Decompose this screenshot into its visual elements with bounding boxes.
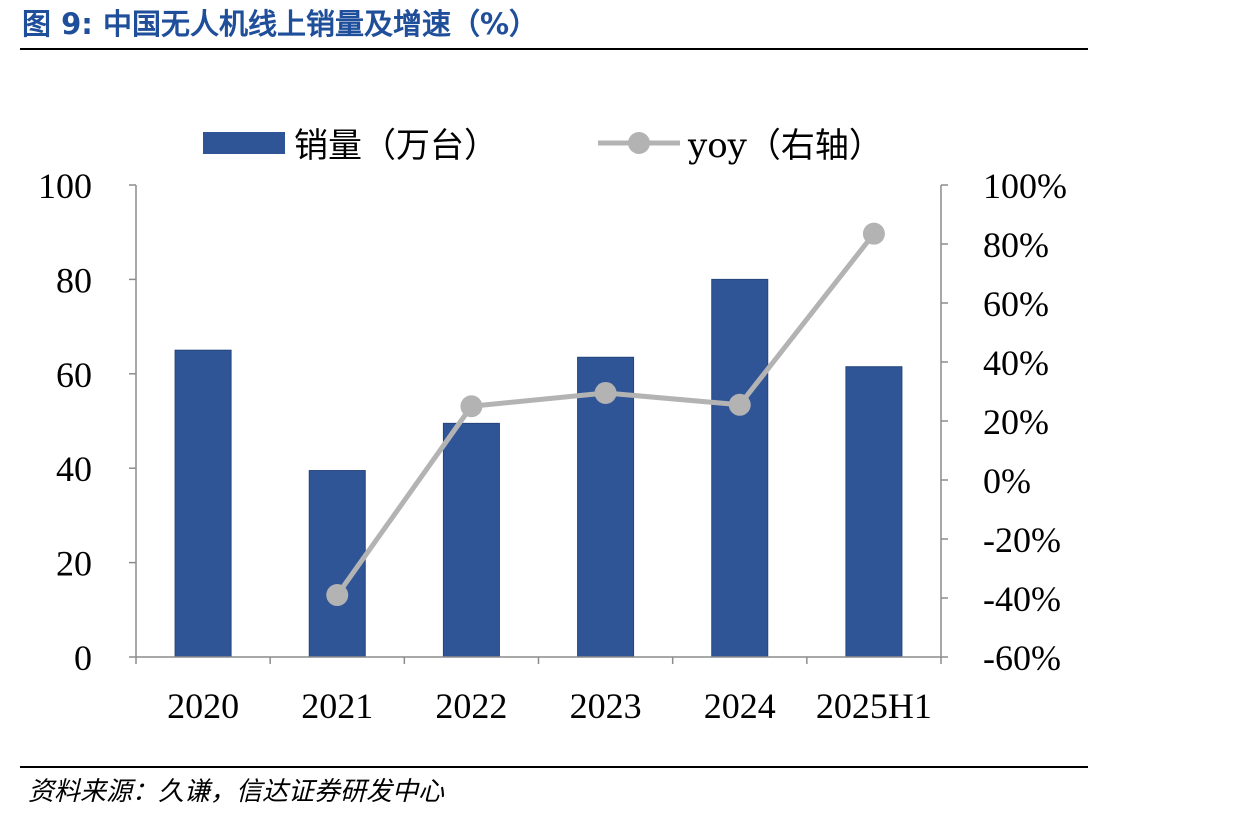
bar-2024 bbox=[711, 278, 769, 658]
bar-2021 bbox=[308, 470, 366, 658]
left-tick-label: 20 bbox=[56, 544, 92, 584]
x-tick-label: 2021 bbox=[301, 686, 373, 726]
bar-2023 bbox=[577, 356, 635, 658]
left-tick-label: 0 bbox=[74, 638, 92, 678]
legend: 销量（万台） yoy（右轴） bbox=[203, 126, 883, 166]
right-tick-label: -20% bbox=[983, 520, 1061, 560]
x-tick-label: 2024 bbox=[704, 686, 776, 726]
figure-title: 图 9: 中国无人机线上销量及增速（%） bbox=[22, 7, 539, 41]
axes: 0 20 40 60 80 100 -60% -40% -20% 0% 20% 40% 60% 80% 10… bbox=[38, 166, 1067, 726]
right-tick-label: 80% bbox=[983, 225, 1049, 265]
yoy-point bbox=[326, 584, 349, 607]
yoy-line-series bbox=[326, 222, 885, 607]
x-tick-label: 2023 bbox=[570, 686, 642, 726]
right-tick-label: -60% bbox=[983, 638, 1061, 678]
right-tick-label: 100% bbox=[983, 166, 1067, 206]
yoy-point bbox=[594, 381, 617, 404]
bar-2025H1 bbox=[845, 366, 903, 658]
legend-bar-label: 销量（万台） bbox=[294, 126, 498, 166]
legend-line-marker bbox=[628, 132, 650, 154]
x-tick-label: 2022 bbox=[435, 686, 507, 726]
right-tick-label: 0% bbox=[983, 461, 1031, 501]
left-tick-label: 80 bbox=[56, 260, 92, 300]
right-tick-label: 20% bbox=[983, 402, 1049, 442]
x-tick-label: 2025H1 bbox=[816, 686, 932, 726]
legend-line-label: yoy（右轴） bbox=[687, 126, 883, 166]
left-tick-label: 100 bbox=[38, 166, 92, 206]
legend-bar-swatch bbox=[203, 132, 285, 154]
bar-2022 bbox=[442, 422, 500, 658]
bottom-rule bbox=[20, 766, 1088, 768]
bar-2020 bbox=[174, 349, 232, 658]
bar-series bbox=[174, 278, 903, 658]
right-tick-label: 40% bbox=[983, 343, 1049, 383]
source-note: 资料来源：久谦，信达证券研发中心 bbox=[28, 777, 445, 807]
left-tick-label: 40 bbox=[56, 449, 92, 489]
top-rule bbox=[20, 48, 1088, 50]
x-tick-label: 2020 bbox=[167, 686, 239, 726]
left-tick-label: 60 bbox=[56, 355, 92, 395]
yoy-point bbox=[460, 395, 483, 418]
yoy-point bbox=[862, 222, 885, 245]
yoy-point bbox=[728, 393, 751, 416]
right-tick-label: 60% bbox=[983, 284, 1049, 324]
right-tick-label: -40% bbox=[983, 579, 1061, 619]
